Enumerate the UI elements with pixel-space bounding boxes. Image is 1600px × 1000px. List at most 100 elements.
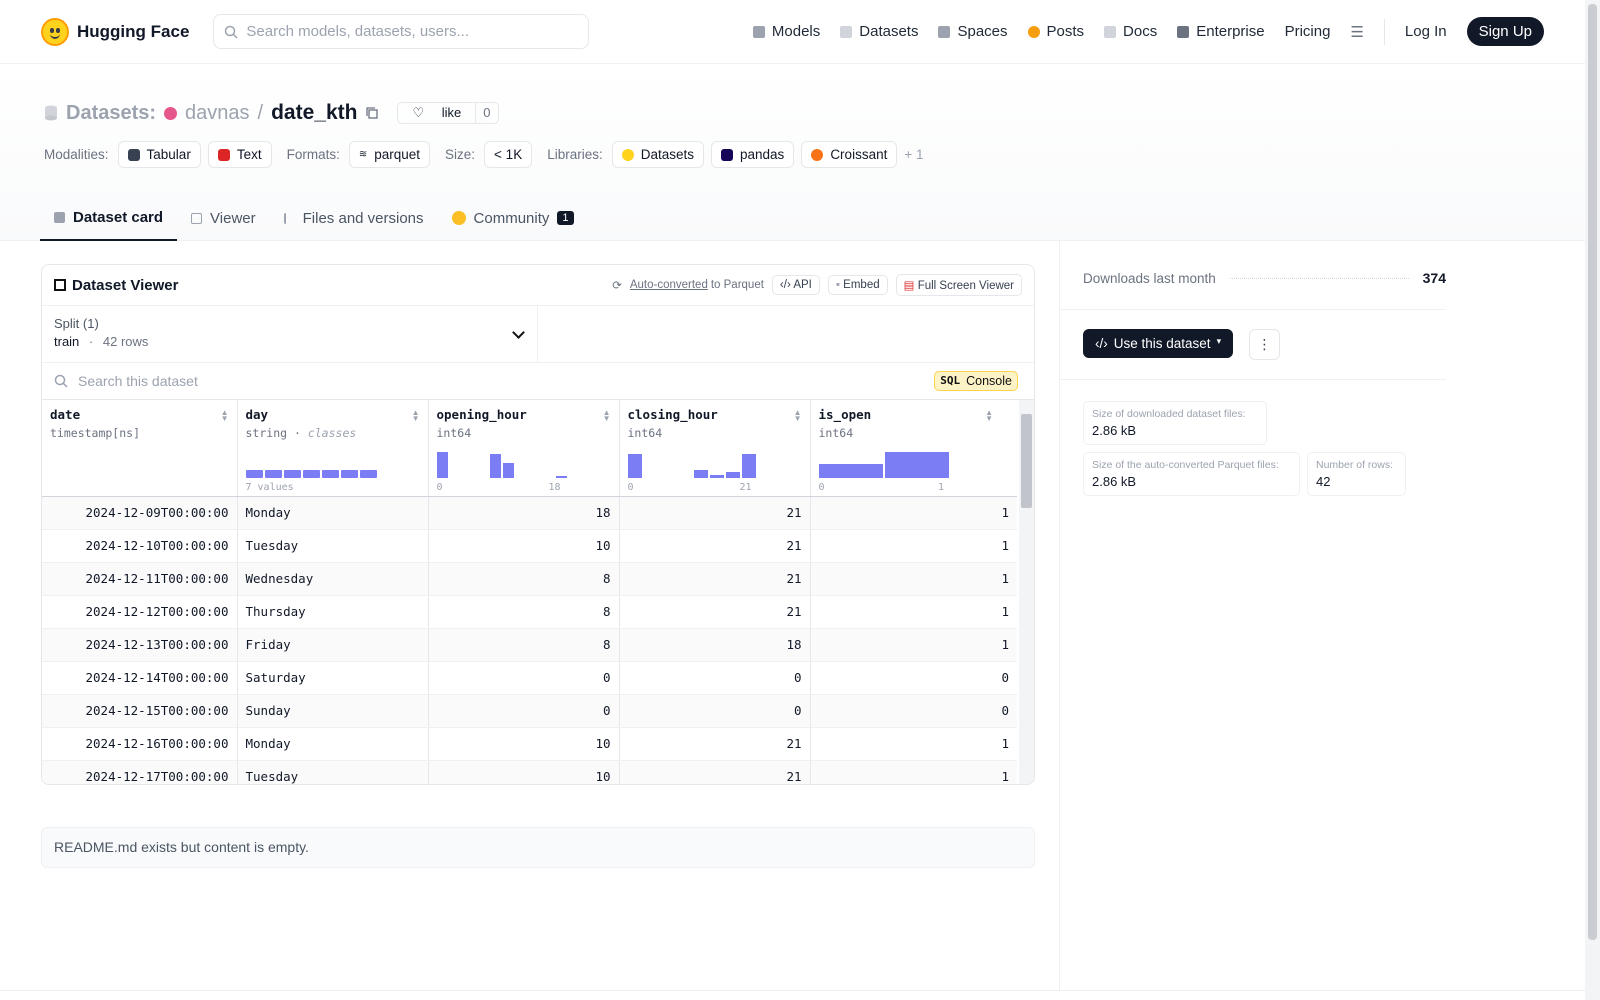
tab-dataset-card[interactable]: Dataset card xyxy=(40,195,178,241)
table-cell[interactable]: 1 xyxy=(810,595,1017,629)
page-scrollbar[interactable] xyxy=(1585,0,1600,1000)
login-link[interactable]: Log In xyxy=(1404,23,1447,40)
table-cell[interactable]: 21 xyxy=(619,529,811,563)
nav-pricing[interactable]: Pricing xyxy=(1284,23,1331,40)
api-button[interactable]: ‹/› API xyxy=(771,275,820,295)
table-cell[interactable]: 21 xyxy=(619,595,811,629)
table-cell[interactable]: Monday xyxy=(237,496,429,530)
copy-icon[interactable] xyxy=(365,106,379,120)
table-cell[interactable]: 2024-12-16T00:00:00 xyxy=(42,727,238,761)
like-button[interactable]: ♡ like 0 xyxy=(397,102,499,124)
dataset-search-input[interactable]: Search this dataset SQL Console xyxy=(42,363,1034,400)
sort-icon[interactable]: ▲ ▼ xyxy=(411,408,420,423)
table-cell[interactable]: 21 xyxy=(619,496,811,530)
table-row[interactable]: 2024-12-17T00:00:00 Tuesday 10 21 1 xyxy=(42,760,1017,784)
nav-posts[interactable]: Posts xyxy=(1027,23,1084,40)
embed-button[interactable]: ▪ Embed xyxy=(827,275,888,295)
table-row[interactable]: 2024-12-16T00:00:00 Monday 10 21 1 xyxy=(42,727,1017,761)
table-cell[interactable]: Monday xyxy=(237,727,429,761)
histogram-opening-hour[interactable] xyxy=(436,448,611,478)
table-cell[interactable]: 0 xyxy=(428,694,620,728)
table-cell[interactable]: 0 xyxy=(619,694,811,728)
table-cell[interactable]: 10 xyxy=(428,727,620,761)
table-row[interactable]: 2024-12-12T00:00:00 Thursday 8 21 1 xyxy=(42,595,1017,629)
tag-pandas[interactable]: pandas xyxy=(711,141,795,168)
column-header-closing-hour[interactable]: closing_hour int64 ▲ ▼ 0 21 xyxy=(619,400,811,497)
table-row[interactable]: 2024-12-11T00:00:00 Wednesday 8 21 1 xyxy=(42,562,1017,596)
sql-console-button[interactable]: SQL Console xyxy=(934,371,1018,391)
nav-datasets[interactable]: Datasets xyxy=(840,23,918,40)
auto-converted-link[interactable]: Auto-converted xyxy=(629,279,708,291)
table-cell[interactable]: 1 xyxy=(810,562,1017,596)
tab-files[interactable]: Files and versions xyxy=(270,195,438,241)
table-cell[interactable]: 8 xyxy=(428,562,620,596)
table-cell[interactable]: 0 xyxy=(810,694,1017,728)
tag-size[interactable]: < 1K xyxy=(484,141,533,168)
table-cell[interactable]: 2024-12-12T00:00:00 xyxy=(42,595,238,629)
table-cell[interactable]: 1 xyxy=(810,727,1017,761)
table-cell[interactable]: 2024-12-14T00:00:00 xyxy=(42,661,238,695)
sort-icon[interactable]: ▲ ▼ xyxy=(220,408,229,423)
table-scrollbar[interactable] xyxy=(1019,400,1034,784)
table-cell[interactable]: Tuesday xyxy=(237,529,429,563)
table-cell[interactable]: 2024-12-11T00:00:00 xyxy=(42,562,238,596)
table-cell[interactable]: 2024-12-17T00:00:00 xyxy=(42,760,238,784)
table-cell[interactable]: Saturday xyxy=(237,661,429,695)
table-cell[interactable]: 10 xyxy=(428,529,620,563)
table-cell[interactable]: Tuesday xyxy=(237,760,429,784)
page-scrollbar-thumb[interactable] xyxy=(1588,4,1597,940)
table-row[interactable]: 2024-12-13T00:00:00 Friday 8 18 1 xyxy=(42,628,1017,662)
section-label[interactable]: Datasets: xyxy=(66,101,157,124)
sort-icon[interactable]: ▲ ▼ xyxy=(793,408,802,423)
tag-parquet[interactable]: ≋ parquet xyxy=(348,141,431,168)
table-cell[interactable]: Wednesday xyxy=(237,562,429,596)
use-dataset-button[interactable]: ‹/› Use this dataset ▾ xyxy=(1083,329,1234,358)
more-tags[interactable]: + 1 xyxy=(904,147,924,162)
table-cell[interactable]: 1 xyxy=(810,628,1017,662)
column-header-date[interactable]: date timestamp[ns] ▲ ▼ xyxy=(42,400,238,497)
nav-enterprise[interactable]: Enterprise xyxy=(1177,23,1265,40)
table-cell[interactable]: Sunday xyxy=(237,694,429,728)
nav-docs[interactable]: Docs xyxy=(1104,23,1157,40)
scrollbar-thumb[interactable] xyxy=(1021,414,1032,508)
table-cell[interactable]: 10 xyxy=(428,760,620,784)
table-row[interactable]: 2024-12-09T00:00:00 Monday 18 21 1 xyxy=(42,496,1017,530)
tag-croissant[interactable]: Croissant xyxy=(801,141,898,168)
histogram-closing-hour[interactable] xyxy=(627,448,802,478)
brand-logo[interactable]: Hugging Face xyxy=(41,17,189,46)
table-cell[interactable]: 21 xyxy=(619,727,811,761)
sort-icon[interactable]: ▲ ▼ xyxy=(985,408,993,423)
tab-community[interactable]: Community 1 xyxy=(438,195,588,241)
tag-tabular[interactable]: Tabular xyxy=(117,141,201,168)
table-cell[interactable]: 8 xyxy=(428,628,620,662)
table-cell[interactable]: 2024-12-15T00:00:00 xyxy=(42,694,238,728)
column-header-opening-hour[interactable]: opening_hour int64 ▲ ▼ 0 18 xyxy=(428,400,620,497)
table-cell[interactable]: 18 xyxy=(428,496,620,530)
table-cell[interactable]: 8 xyxy=(428,595,620,629)
tab-viewer[interactable]: Viewer xyxy=(177,195,270,241)
column-header-day[interactable]: day string · classes ▲ ▼ 7 values xyxy=(237,400,429,497)
table-cell[interactable]: 2024-12-13T00:00:00 xyxy=(42,628,238,662)
split-selector[interactable]: Split (1) train · 42 rows xyxy=(42,306,538,362)
table-cell[interactable]: 21 xyxy=(619,562,811,596)
repo-owner[interactable]: davnas xyxy=(185,101,250,124)
table-cell[interactable]: 21 xyxy=(619,760,811,784)
more-menu-icon[interactable]: ☰ xyxy=(1350,23,1364,41)
table-cell[interactable]: Friday xyxy=(237,628,429,662)
nav-spaces[interactable]: Spaces xyxy=(938,23,1008,40)
signup-button[interactable]: Sign Up xyxy=(1466,17,1544,46)
table-row[interactable]: 2024-12-14T00:00:00 Saturday 0 0 0 xyxy=(42,661,1017,695)
table-cell[interactable]: 2024-12-09T00:00:00 xyxy=(42,496,238,530)
class-distribution[interactable] xyxy=(245,469,377,478)
tag-datasets-lib[interactable]: Datasets xyxy=(611,141,705,168)
repo-name[interactable]: date_kth xyxy=(271,101,358,124)
table-cell[interactable]: 18 xyxy=(619,628,811,662)
histogram-is-open[interactable] xyxy=(818,448,1010,478)
table-cell[interactable]: 1 xyxy=(810,529,1017,563)
table-cell[interactable]: 0 xyxy=(810,661,1017,695)
sort-icon[interactable]: ▲ ▼ xyxy=(602,408,611,423)
more-options-icon[interactable]: ⋮ xyxy=(1249,329,1280,360)
table-cell[interactable]: 1 xyxy=(810,760,1017,784)
table-cell[interactable]: 2024-12-10T00:00:00 xyxy=(42,529,238,563)
